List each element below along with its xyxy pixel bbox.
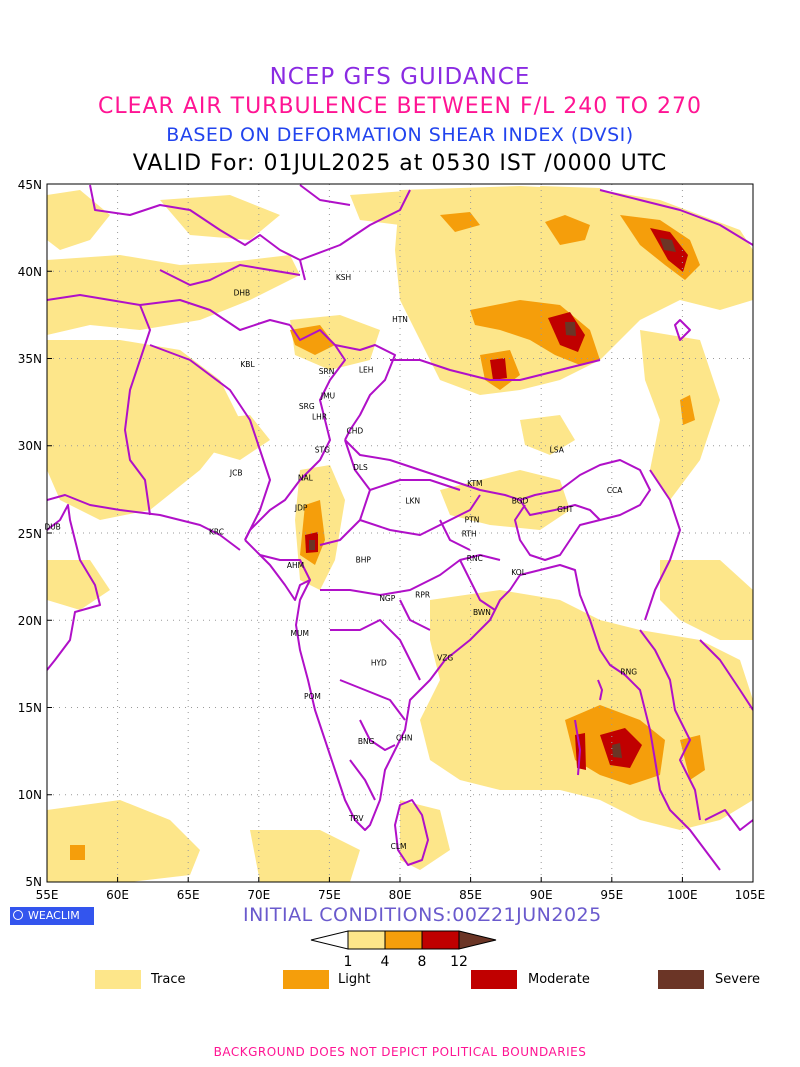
legend-label-trace: Trace (151, 972, 186, 987)
lon-label: 100E (667, 888, 698, 902)
station-rth: RTH (462, 529, 477, 538)
initial-conditions: INITIAL CONDITIONS:00Z21JUN2025 (243, 904, 602, 926)
colorbar-tick: 12 (450, 954, 468, 970)
lat-label: 5N (25, 875, 42, 889)
station-stg: STG (315, 446, 330, 455)
station-ahm: AHM (287, 561, 304, 570)
station-nal: NAL (298, 474, 314, 483)
logo-circle-icon (13, 910, 23, 920)
station-krc: KRC (209, 528, 224, 537)
latitude-labels: 45N 40N 35N 30N 25N 20N 15N 10N 5N (18, 178, 42, 889)
station-dls: DLS (353, 463, 368, 472)
legend-swatch-light (283, 970, 329, 989)
station-jdp: JDP (294, 503, 308, 512)
severe-areas (309, 238, 676, 758)
title-valid-time: VALID For: 01JUL2025 at 0530 IST /0000 U… (132, 151, 668, 176)
lat-label: 10N (18, 788, 42, 802)
longitude-labels: 55E 60E 65E 70E 75E 80E 85E 90E 95E 100E… (36, 888, 766, 902)
station-mum: MUM (291, 629, 309, 638)
station-clm: CLM (391, 842, 407, 851)
station-srg: SRG (299, 402, 315, 411)
station-kol: KOL (511, 568, 526, 577)
station-bng: BNG (358, 737, 375, 746)
lat-label: 45N (18, 178, 42, 192)
title-product: CLEAR AIR TURBULENCE BETWEEN F/L 240 TO … (97, 94, 703, 119)
lon-label: 70E (247, 888, 270, 902)
legend-swatch-trace (95, 970, 141, 989)
lon-label: 65E (177, 888, 200, 902)
station-srn: SRN (319, 367, 335, 376)
colorbar-tick: 4 (381, 954, 390, 970)
station-rpr: RPR (415, 591, 430, 600)
tick-marks (46, 183, 754, 883)
station-leh: LEH (359, 365, 374, 374)
legend-label-moderate: Moderate (528, 972, 590, 987)
disclaimer-footer: BACKGROUND DOES NOT DEPICT POLITICAL BOU… (213, 1045, 587, 1059)
lat-label: 30N (18, 439, 42, 453)
station-htn: HTN (392, 315, 408, 324)
weaclim-logo: WEACLIM (10, 907, 94, 925)
title-model: NCEP GFS GUIDANCE (269, 64, 531, 90)
lat-label: 15N (18, 701, 42, 715)
station-rng: RNG (620, 667, 637, 676)
station-lkn: LKN (405, 496, 420, 505)
station-hyd: HYD (371, 659, 387, 668)
station-ngp: NGP (379, 594, 395, 603)
station-dub: DUB (44, 523, 60, 532)
lat-label: 35N (18, 352, 42, 366)
station-ght: GHT (557, 505, 573, 514)
station-lsa: LSA (550, 446, 565, 455)
lon-label: 55E (36, 888, 59, 902)
legend-swatch-moderate (471, 970, 517, 989)
station-trv: TRV (348, 814, 364, 823)
lon-label: 85E (459, 888, 482, 902)
station-rnc: RNC (467, 554, 483, 563)
colorbar-moderate (421, 930, 460, 950)
station-lhr: LHR (312, 413, 327, 422)
lon-label: 105E (735, 888, 766, 902)
station-labels: KSH DHB HTN KBL SRN LEH JMU SRG LHR CHD STG LSA DLS J… (44, 273, 637, 851)
colorbar-light (384, 930, 423, 950)
legend-swatch-severe (658, 970, 704, 989)
lon-label: 80E (389, 888, 412, 902)
station-bwn: BWN (473, 608, 491, 617)
trace-areas (47, 186, 753, 882)
station-chn: CHN (396, 734, 413, 743)
colorbar-trace (347, 930, 386, 950)
station-jcb: JCB (229, 468, 243, 477)
graticule (47, 184, 753, 882)
lon-label: 75E (318, 888, 341, 902)
colorbar-tick: 1 (344, 954, 353, 970)
station-dhb: DHB (234, 289, 251, 298)
station-cca: CCA (607, 486, 623, 495)
station-pom: POM (304, 692, 321, 701)
turbulence-fields (47, 186, 753, 882)
colorbar-upper-arrow (458, 930, 497, 950)
colorbar-lower-arrow (310, 930, 349, 950)
lat-label: 25N (18, 527, 42, 541)
logo-text: WEACLIM (28, 909, 80, 922)
lon-label: 95E (600, 888, 623, 902)
lon-label: 60E (106, 888, 129, 902)
lat-label: 20N (18, 614, 42, 628)
legend-label-light: Light (338, 972, 371, 987)
lat-label: 40N (18, 265, 42, 279)
colorbar: 1 4 8 12 (310, 930, 497, 970)
boundaries (47, 184, 753, 871)
station-kbl: KBL (240, 360, 255, 369)
lon-label: 90E (530, 888, 553, 902)
station-chd: CHD (346, 427, 363, 436)
title-method: BASED ON DEFORMATION SHEAR INDEX (DVSI) (166, 124, 634, 146)
station-bhp: BHP (356, 556, 372, 565)
station-vzg: VZG (437, 653, 453, 662)
station-bgd: BGD (512, 496, 529, 505)
colorbar-tick: 8 (418, 954, 427, 970)
legend-label-severe: Severe (715, 972, 760, 987)
station-ktm: KTM (467, 479, 482, 488)
station-ptn: PTN (465, 516, 480, 525)
station-jmu: JMU (320, 392, 335, 401)
station-ksh: KSH (336, 273, 351, 282)
